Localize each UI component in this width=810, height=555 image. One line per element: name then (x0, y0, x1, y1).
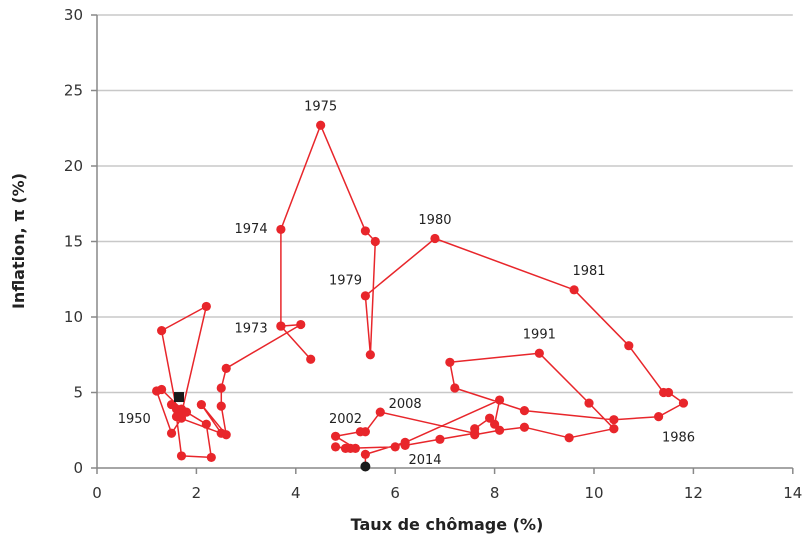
year-label: 1980 (418, 213, 451, 228)
year-label: 1991 (523, 328, 556, 343)
data-point (445, 357, 455, 367)
y-tick-label: 0 (73, 459, 83, 477)
tick-labels: 0 5 10 15 20 25 30 0 2 4 6 8 10 12 14 (64, 6, 802, 502)
start-marker-square (174, 392, 185, 403)
data-point (624, 341, 634, 351)
data-point (221, 363, 231, 373)
data-point (176, 451, 187, 461)
year-label: 1975 (304, 100, 337, 115)
data-point (157, 325, 167, 336)
year-label: 2014 (408, 453, 441, 468)
data-point (370, 236, 380, 247)
x-tick-label: 12 (684, 484, 703, 502)
series-line (155, 124, 685, 467)
y-tick-label: 30 (64, 6, 83, 24)
year-label: 1986 (662, 430, 695, 445)
data-point (360, 427, 370, 437)
year-label: 1973 (235, 322, 268, 337)
y-tick-label: 10 (64, 308, 83, 326)
data-point (435, 434, 445, 444)
x-tick-label: 10 (584, 484, 603, 502)
year-label: 1981 (572, 264, 605, 279)
data-point (216, 401, 226, 411)
y-tick-label: 25 (64, 82, 83, 100)
y-tick-label: 20 (64, 157, 83, 175)
data-series (152, 120, 689, 472)
data-point (564, 433, 574, 443)
y-tick-label: 15 (64, 233, 83, 251)
y-axis-title: Inflation, π (%) (9, 173, 28, 309)
data-point (316, 120, 326, 130)
data-point (201, 301, 211, 312)
data-point (171, 412, 182, 422)
data-point (330, 442, 341, 452)
data-point (306, 354, 316, 364)
year-annotations: 1950 1973 1974 1975 1979 1980 1981 1986 1991 2002… (118, 100, 695, 468)
data-point (430, 233, 440, 244)
data-point (360, 226, 370, 236)
year-label: 2008 (389, 397, 422, 412)
data-point (534, 348, 544, 358)
year-label: 1950 (118, 412, 151, 427)
end-marker-circle (360, 461, 371, 472)
data-point (276, 224, 286, 235)
data-point (196, 399, 206, 410)
data-point (609, 415, 619, 425)
year-label: 1974 (235, 222, 268, 237)
x-tick-label: 8 (490, 484, 500, 502)
data-point (350, 443, 361, 453)
data-point (584, 398, 594, 408)
data-point (470, 428, 480, 438)
data-point (216, 383, 226, 393)
axes (91, 14, 794, 474)
gridlines (97, 14, 793, 394)
data-point (609, 424, 619, 434)
data-point (494, 395, 505, 405)
data-point (490, 419, 500, 429)
data-point (296, 319, 306, 330)
data-point (365, 350, 375, 360)
data-point (276, 321, 286, 331)
data-point (678, 398, 689, 408)
x-tick-label: 14 (783, 484, 802, 502)
data-point (206, 452, 216, 463)
data-point (654, 412, 664, 422)
data-point (181, 407, 192, 417)
x-tick-label: 4 (291, 484, 301, 502)
x-tick-label: 0 (92, 484, 102, 502)
x-tick-label: 6 (390, 484, 400, 502)
data-point (375, 407, 385, 417)
x-tick-label: 2 (192, 484, 202, 502)
data-point (360, 291, 370, 301)
data-point (330, 431, 341, 441)
data-point (569, 285, 579, 295)
data-point (390, 442, 400, 452)
year-label: 1979 (329, 273, 362, 288)
data-point (360, 449, 370, 460)
data-point (663, 387, 674, 398)
data-point (221, 430, 231, 440)
data-point (519, 422, 530, 432)
data-point (201, 419, 211, 429)
data-point (152, 386, 162, 396)
data-point (400, 437, 410, 447)
data-point (166, 428, 177, 438)
data-point (450, 383, 460, 393)
year-label: 2002 (329, 412, 362, 427)
x-axis-title: Taux de chômage (%) (351, 515, 544, 534)
data-point (519, 406, 530, 416)
y-tick-label: 5 (73, 384, 83, 402)
